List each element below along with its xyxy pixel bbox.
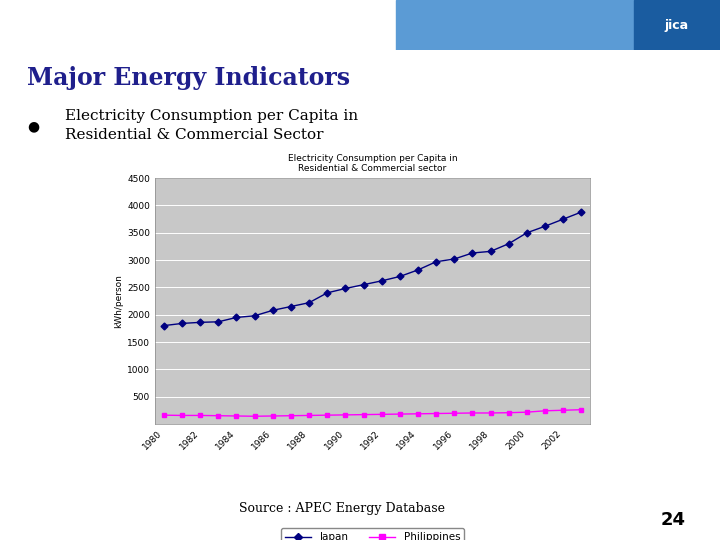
Philippines [541,408,549,414]
Text: JICA-Net: JICA-Net [14,11,86,26]
Text: jica: jica [665,18,689,32]
Philippines [395,411,404,417]
Philippines [468,410,477,416]
Japan [359,281,368,288]
Philippines [178,412,186,418]
Philippines [505,409,513,416]
Japan [251,313,259,319]
Philippines [269,413,277,419]
Line: Philippines: Philippines [161,407,584,419]
Philippines [523,409,531,415]
Philippines [577,407,585,413]
Japan [523,230,531,236]
Japan [323,289,331,296]
Japan [450,256,459,262]
Philippines [196,412,204,418]
Philippines [432,410,441,417]
Japan [160,322,168,329]
Text: Distance Technical Cooperation: Distance Technical Cooperation [126,26,225,32]
Japan [541,223,549,230]
Philippines [160,412,168,418]
Legend: Japan, Philippines: Japan, Philippines [281,528,464,540]
Text: 24: 24 [661,511,685,529]
Bar [634,0,720,50]
Japan [559,216,567,222]
Philippines [450,410,459,416]
Philippines [559,407,567,414]
Philippines [251,413,259,420]
Philippines [486,410,495,416]
Line: Japan: Japan [161,210,584,328]
Japan [395,273,404,280]
Japan [178,320,186,327]
Japan [269,307,277,314]
Japan [214,319,222,325]
Philippines [232,413,240,419]
Japan [432,259,441,265]
Text: Major Energy Indicators: Major Energy Indicators [27,66,351,90]
Text: Electricity Consumption per Capita in
Residential & Commercial Sector: Electricity Consumption per Capita in Re… [65,109,358,141]
Japan [414,267,423,273]
Japan [287,303,295,310]
Japan [196,319,204,326]
Japan [377,278,386,284]
Philippines [341,411,350,418]
Japan [305,300,313,306]
Japan [468,250,477,256]
Philippines [214,413,222,419]
Title: Electricity Consumption per Capita in
Residential & Commercial sector: Electricity Consumption per Capita in Re… [288,154,457,173]
Y-axis label: kWh/person: kWh/person [114,274,123,328]
Japan [341,285,350,292]
Text: Source : APEC Energy Database: Source : APEC Energy Database [239,502,445,516]
Philippines [377,411,386,417]
Text: 遠隔による新しい技術協力: 遠隔による新しい技術協力 [126,10,171,15]
Philippines [323,412,331,418]
Japan [232,314,240,321]
Bar [396,0,720,50]
Japan [505,240,513,247]
Japan [577,209,585,215]
Text: ●: ● [27,120,40,133]
Philippines [414,410,423,417]
Philippines [359,411,368,418]
Philippines [287,413,295,419]
Philippines [305,412,313,418]
Japan [486,248,495,254]
